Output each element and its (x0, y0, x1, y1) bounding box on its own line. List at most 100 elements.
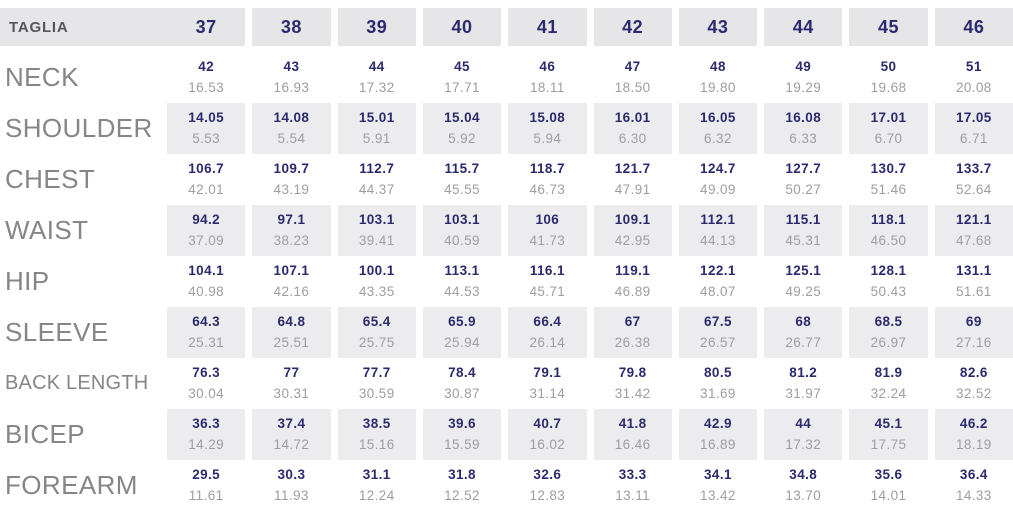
inch-value: 6.32 (704, 130, 732, 146)
inch-value: 20.08 (955, 79, 992, 95)
inch-value: 16.89 (700, 436, 736, 452)
cm-value: 118.1 (871, 212, 907, 228)
measurement-cell: 122.1 48.07 (679, 256, 757, 307)
measurement-cell: 42 16.53 (167, 52, 245, 103)
cm-value: 45 (454, 59, 470, 75)
inch-value: 13.42 (700, 487, 736, 503)
cm-value: 36.4 (959, 467, 988, 483)
cm-value: 32.6 (533, 467, 562, 483)
inch-value: 26.38 (614, 334, 651, 350)
measurement-cell: 43 16.93 (252, 52, 330, 103)
measurement-cell: 121.7 47.91 (594, 154, 672, 205)
cm-value: 82.6 (959, 365, 988, 381)
cm-value: 29.5 (192, 467, 221, 483)
measurement-cell: 127.7 50.27 (764, 154, 842, 205)
row-label: HIP (0, 256, 160, 307)
cm-value: 66.4 (533, 314, 562, 330)
measurement-cell: 115.1 45.31 (764, 205, 843, 256)
inch-value: 51.46 (870, 181, 907, 197)
inch-value: 45.31 (785, 232, 822, 248)
measurement-cell: 45 17.71 (423, 52, 501, 103)
cm-value: 49 (795, 59, 812, 75)
header-cell-size: 39 (337, 8, 416, 46)
table-row: BICEP 36.3 14.29 37.4 14.72 38.5 15.16 39.6 15.5… (0, 409, 1013, 460)
measurement-cell: 48 19.80 (679, 52, 757, 103)
inch-value: 12.83 (529, 487, 566, 503)
inch-value: 5.94 (533, 130, 562, 146)
measurement-cell: 106.7 42.01 (167, 154, 245, 205)
cm-value: 37.4 (277, 416, 306, 432)
cm-value: 124.7 (700, 161, 736, 177)
measurement-cell: 131.1 51.61 (935, 256, 1013, 307)
measurement-cell: 39.6 15.59 (422, 409, 502, 460)
measurement-cell: 113.1 44.53 (423, 256, 501, 307)
measurement-cell: 124.7 49.09 (679, 154, 757, 205)
measurement-cell: 69 27.16 (934, 307, 1013, 358)
inch-value: 46.73 (529, 181, 566, 197)
cm-value: 36.3 (192, 416, 221, 432)
measurement-cell: 133.7 52.64 (935, 154, 1013, 205)
measurement-cell: 14.05 5.53 (167, 103, 246, 154)
cm-value: 115.1 (785, 212, 821, 228)
cm-value: 77.7 (362, 365, 391, 381)
cm-value: 119.1 (615, 263, 651, 279)
measurement-cell: 125.1 49.25 (764, 256, 842, 307)
measurement-cell: 44 17.32 (338, 52, 416, 103)
inch-value: 19.80 (700, 79, 736, 95)
cm-value: 104.1 (188, 263, 225, 279)
header-cell-size: 45 (849, 8, 928, 46)
measurement-cell: 16.01 6.30 (593, 103, 672, 154)
inch-value: 17.32 (785, 436, 822, 452)
cm-value: 133.7 (955, 161, 992, 177)
cm-value: 45.1 (874, 416, 903, 432)
inch-value: 50.43 (870, 283, 907, 299)
measurement-cell: 33.3 13.11 (594, 460, 672, 511)
cm-value: 16.01 (614, 110, 651, 126)
table-row: SLEEVE 64.3 25.31 64.8 25.51 65.4 25.75 65.9 25.… (0, 307, 1013, 358)
inch-value: 31.97 (785, 385, 822, 401)
inch-value: 17.75 (870, 436, 907, 452)
cm-value: 64.3 (192, 314, 221, 330)
cm-value: 40.7 (533, 416, 562, 432)
inch-value: 30.04 (188, 385, 225, 401)
measurement-cell: 79.8 31.42 (594, 358, 672, 409)
inch-value: 48.07 (700, 283, 736, 299)
measurement-cell: 34.1 13.42 (679, 460, 757, 511)
measurement-cell: 51 20.08 (935, 52, 1013, 103)
measurement-cell: 16.08 6.33 (764, 103, 843, 154)
cm-value: 48 (710, 59, 726, 75)
inch-value: 42.01 (188, 181, 225, 197)
inch-value: 51.61 (955, 283, 992, 299)
inch-value: 16.46 (614, 436, 651, 452)
measurement-cell: 97.1 38.23 (252, 205, 331, 256)
inch-value: 11.93 (274, 487, 309, 503)
cm-value: 31.8 (448, 467, 476, 483)
measurement-cell: 37.4 14.72 (252, 409, 331, 460)
header-cell-size: 46 (934, 8, 1013, 46)
inch-value: 25.75 (358, 334, 395, 350)
cm-value: 17.01 (870, 110, 907, 126)
inch-value: 47.68 (955, 232, 992, 248)
cm-value: 103.1 (444, 212, 480, 228)
cm-value: 50 (880, 59, 897, 75)
inch-value: 27.16 (955, 334, 992, 350)
inch-value: 44.53 (444, 283, 480, 299)
cm-value: 106 (535, 212, 560, 228)
measurement-cell: 50 19.68 (849, 52, 927, 103)
cm-value: 65.9 (448, 314, 476, 330)
measurement-cell: 115.7 45.55 (423, 154, 501, 205)
measurement-cell: 46 18.11 (508, 52, 586, 103)
measurement-cell: 42.9 16.89 (678, 409, 758, 460)
measurement-cell: 65.9 25.94 (422, 307, 502, 358)
measurement-cell: 107.1 42.16 (252, 256, 330, 307)
cm-value: 42 (198, 59, 215, 75)
inch-value: 31.14 (529, 385, 566, 401)
measurement-cell: 94.2 37.09 (167, 205, 246, 256)
cm-value: 112.7 (359, 161, 395, 177)
inch-value: 26.14 (529, 334, 566, 350)
cm-value: 81.9 (874, 365, 903, 381)
table-row: NECK 42 16.53 43 16.93 44 17.32 45 17.71 46 18.11 4… (0, 52, 1013, 103)
measurement-cell: 30.3 11.93 (252, 460, 330, 511)
measurement-cell: 77.7 30.59 (338, 358, 416, 409)
cm-value: 97.1 (277, 212, 306, 228)
